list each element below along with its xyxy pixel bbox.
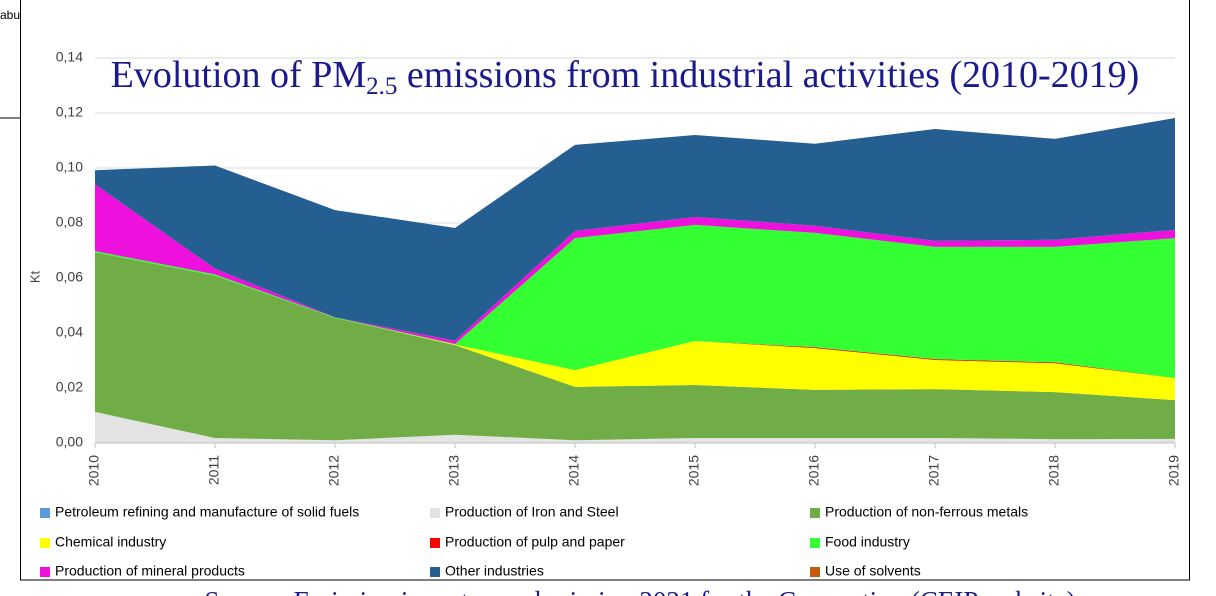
area [95,224,1175,379]
legend-swatch [430,508,440,518]
x-tick-label: 2015 [686,455,702,486]
x-tick-label: 2018 [1046,455,1062,486]
title-prefix: Evolution of PM [111,54,366,96]
title-suffix: emissions from industrial activities (20… [397,54,1139,96]
legend-swatch [810,508,820,518]
legend-label: Chemical industry [55,534,166,550]
y-tick-label: 0,12 [56,104,83,120]
legend-label: Petroleum refining and manufacture of so… [55,504,359,520]
area [95,117,1175,341]
plot-area: 0,00 0,02 0,04 0,06 0,08 0,10 0,12 0,14 2010 2011… [56,49,1182,486]
x-tick-label: 2012 [326,455,342,486]
y-tick-label: 0,10 [56,159,83,175]
legend-label: Production of pulp and paper [445,534,625,550]
legend-label: Production of non-ferrous metals [825,504,1028,520]
x-tick-label: 2017 [926,455,942,486]
x-tick-label: 2010 [86,455,102,486]
legend-label: Production of Iron and Steel [445,504,619,520]
legend-swatch [430,567,440,577]
x-tick-label: 2019 [1166,455,1182,486]
legend-label: Production of mineral products [55,563,245,579]
chart-title: Evolution of PM2.5 emissions from indust… [111,54,1140,100]
legend-swatch [430,538,440,548]
y-tick-label: 0,06 [56,269,83,285]
x-tick-label: 2013 [446,455,462,486]
legend-swatch [810,567,820,577]
y-tick-label: 0,08 [56,214,83,230]
x-tick-label: 2011 [206,455,222,485]
area [95,252,1175,401]
y-tick-label: 0,00 [56,434,83,450]
area [95,411,1175,443]
y-tick-label: 0,14 [56,49,83,65]
cover [0,0,20,118]
legend-label: Other industries [445,563,544,579]
corner-text: abu [0,8,20,22]
legend-swatch [40,508,50,518]
chart-frame [20,0,1190,581]
source-note: Source: Emission inventory submission 20… [204,586,1075,596]
legend-label: Use of solvents [825,563,921,579]
legend-swatch [810,538,820,548]
legend-label: Food industry [825,534,910,550]
x-tick-label: 2014 [566,455,582,486]
area [95,252,1175,441]
x-tick-label: 2016 [806,455,822,486]
y-axis-label: Kt [27,270,42,283]
y-tick-label: 0,04 [56,324,83,340]
title-subscript: 2.5 [366,73,397,100]
legend-swatch [40,567,50,577]
legend-swatch [40,538,50,548]
y-tick-label: 0,02 [56,379,83,395]
